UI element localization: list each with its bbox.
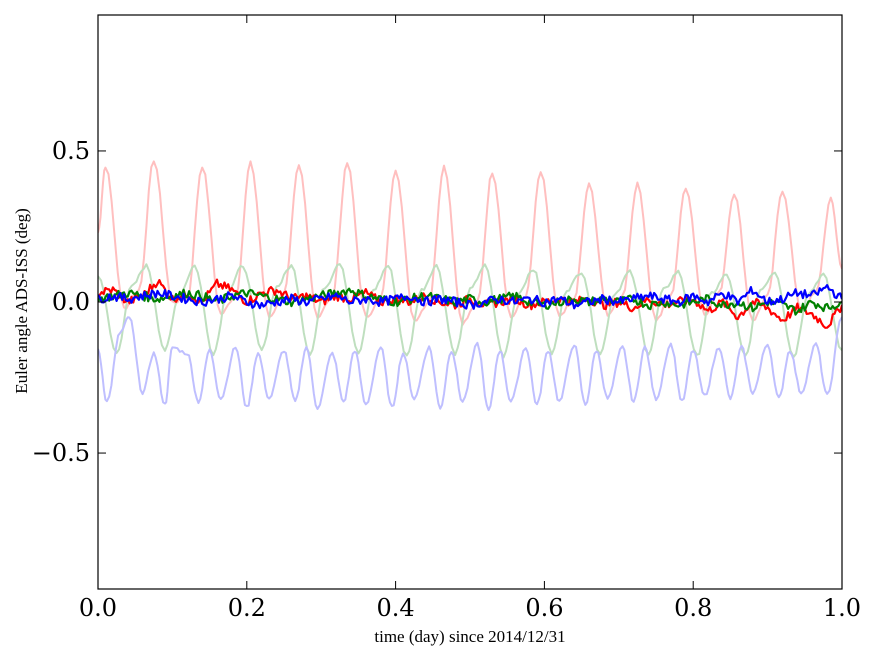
y-tick-label: 0.0 — [52, 288, 90, 316]
series-line-5 — [98, 287, 842, 316]
tick-labels-layer: 0.0 0.2 0.4 0.6 0.8 1.0 −0.5 0.0 0.5 — [32, 137, 861, 622]
series-line-3 — [98, 316, 842, 412]
x-tick-label: 0.2 — [228, 594, 266, 622]
x-tick-label: 0.4 — [377, 594, 415, 622]
plot-frame — [97, 14, 843, 590]
x-tick-label: 0.0 — [79, 594, 117, 622]
y-tick-label: 0.5 — [52, 137, 90, 165]
series-line-1 — [98, 160, 842, 326]
x-tick-label: 0.8 — [674, 594, 712, 622]
x-tick-label: 1.0 — [823, 594, 861, 622]
y-tick-label: −0.5 — [32, 439, 90, 467]
series-layer — [98, 160, 842, 412]
series-line-6 — [98, 284, 842, 310]
x-tick-label: 0.6 — [525, 594, 563, 622]
series-line-2 — [98, 263, 842, 359]
y-axis-label: Euler angle ADS-ISS (deg) — [12, 208, 31, 394]
x-axis-label: time (day) since 2014/12/31 — [374, 627, 565, 646]
